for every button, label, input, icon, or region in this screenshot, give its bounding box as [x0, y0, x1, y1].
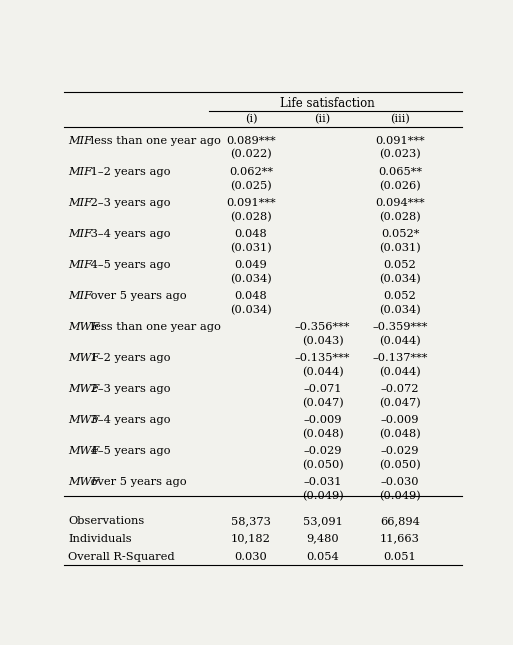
Text: MIF: MIF: [68, 260, 92, 270]
Text: 2–3 years ago: 2–3 years ago: [87, 384, 171, 394]
Text: 0.094***: 0.094***: [376, 197, 425, 208]
Text: Overall R-Squared: Overall R-Squared: [68, 551, 175, 562]
Text: (0.049): (0.049): [379, 491, 421, 501]
Text: MWF: MWF: [68, 415, 100, 425]
Text: 0.054: 0.054: [306, 551, 339, 562]
Text: MIF: MIF: [68, 228, 92, 239]
Text: MWF: MWF: [68, 353, 100, 362]
Text: (0.034): (0.034): [230, 304, 272, 315]
Text: 1–2 years ago: 1–2 years ago: [87, 353, 171, 362]
Text: (0.047): (0.047): [379, 398, 421, 408]
Text: –0.359***: –0.359***: [372, 322, 428, 332]
Text: 2–3 years ago: 2–3 years ago: [87, 197, 171, 208]
Text: 0.089***: 0.089***: [226, 135, 276, 146]
Text: 0.048: 0.048: [234, 291, 267, 301]
Text: (0.047): (0.047): [302, 398, 343, 408]
Text: –0.009: –0.009: [381, 415, 419, 425]
Text: (0.043): (0.043): [302, 335, 343, 346]
Text: 4–5 years ago: 4–5 years ago: [87, 260, 171, 270]
Text: 0.049: 0.049: [234, 260, 267, 270]
Text: –0.137***: –0.137***: [372, 353, 428, 362]
Text: –0.356***: –0.356***: [295, 322, 350, 332]
Text: 58,373: 58,373: [231, 516, 271, 526]
Text: –0.029: –0.029: [381, 446, 419, 456]
Text: (0.048): (0.048): [302, 429, 343, 439]
Text: 66,894: 66,894: [380, 516, 420, 526]
Text: 0.062**: 0.062**: [229, 166, 273, 177]
Text: (0.031): (0.031): [230, 243, 272, 253]
Text: (0.050): (0.050): [302, 460, 343, 470]
Text: 1–2 years ago: 1–2 years ago: [87, 166, 171, 177]
Text: 9,480: 9,480: [306, 533, 339, 544]
Text: MIF: MIF: [68, 135, 92, 146]
Text: 10,182: 10,182: [231, 533, 271, 544]
Text: (0.044): (0.044): [302, 367, 343, 377]
Text: less than one year ago: less than one year ago: [87, 322, 221, 332]
Text: 0.091***: 0.091***: [376, 135, 425, 146]
Text: (0.028): (0.028): [230, 212, 272, 222]
Text: (0.034): (0.034): [379, 273, 421, 284]
Text: (i): (i): [245, 114, 258, 124]
Text: MIF: MIF: [68, 166, 92, 177]
Text: –0.030: –0.030: [381, 477, 419, 487]
Text: (0.049): (0.049): [302, 491, 343, 501]
Text: (0.048): (0.048): [379, 429, 421, 439]
Text: 0.052*: 0.052*: [381, 228, 419, 239]
Text: –0.135***: –0.135***: [295, 353, 350, 362]
Text: MIF: MIF: [68, 291, 92, 301]
Text: (0.031): (0.031): [379, 243, 421, 253]
Text: over 5 years ago: over 5 years ago: [87, 291, 187, 301]
Text: 11,663: 11,663: [380, 533, 420, 544]
Text: Observations: Observations: [68, 516, 144, 526]
Text: 0.091***: 0.091***: [226, 197, 276, 208]
Text: (0.050): (0.050): [379, 460, 421, 470]
Text: –0.009: –0.009: [303, 415, 342, 425]
Text: MWF: MWF: [68, 384, 100, 394]
Text: 0.052: 0.052: [384, 260, 417, 270]
Text: MWF: MWF: [68, 446, 100, 456]
Text: over 5 years ago: over 5 years ago: [87, 477, 187, 487]
Text: 0.052: 0.052: [384, 291, 417, 301]
Text: (0.034): (0.034): [379, 304, 421, 315]
Text: 0.065**: 0.065**: [378, 166, 422, 177]
Text: (0.044): (0.044): [379, 335, 421, 346]
Text: –0.071: –0.071: [303, 384, 342, 394]
Text: 3–4 years ago: 3–4 years ago: [87, 228, 171, 239]
Text: (0.028): (0.028): [379, 212, 421, 222]
Text: MWF: MWF: [68, 322, 100, 332]
Text: (0.044): (0.044): [379, 367, 421, 377]
Text: MIF: MIF: [68, 197, 92, 208]
Text: 0.030: 0.030: [234, 551, 267, 562]
Text: (0.026): (0.026): [379, 181, 421, 191]
Text: (0.034): (0.034): [230, 273, 272, 284]
Text: (0.025): (0.025): [230, 181, 272, 191]
Text: 0.051: 0.051: [384, 551, 417, 562]
Text: MWF: MWF: [68, 477, 100, 487]
Text: (0.022): (0.022): [230, 150, 272, 160]
Text: 4–5 years ago: 4–5 years ago: [87, 446, 171, 456]
Text: less than one year ago: less than one year ago: [87, 135, 221, 146]
Text: 53,091: 53,091: [303, 516, 343, 526]
Text: Individuals: Individuals: [68, 533, 132, 544]
Text: Life satisfaction: Life satisfaction: [280, 97, 375, 110]
Text: 3–4 years ago: 3–4 years ago: [87, 415, 171, 425]
Text: (iii): (iii): [390, 114, 410, 124]
Text: –0.072: –0.072: [381, 384, 419, 394]
Text: (0.023): (0.023): [379, 150, 421, 160]
Text: 0.048: 0.048: [234, 228, 267, 239]
Text: –0.031: –0.031: [303, 477, 342, 487]
Text: –0.029: –0.029: [303, 446, 342, 456]
Text: (ii): (ii): [314, 114, 331, 124]
